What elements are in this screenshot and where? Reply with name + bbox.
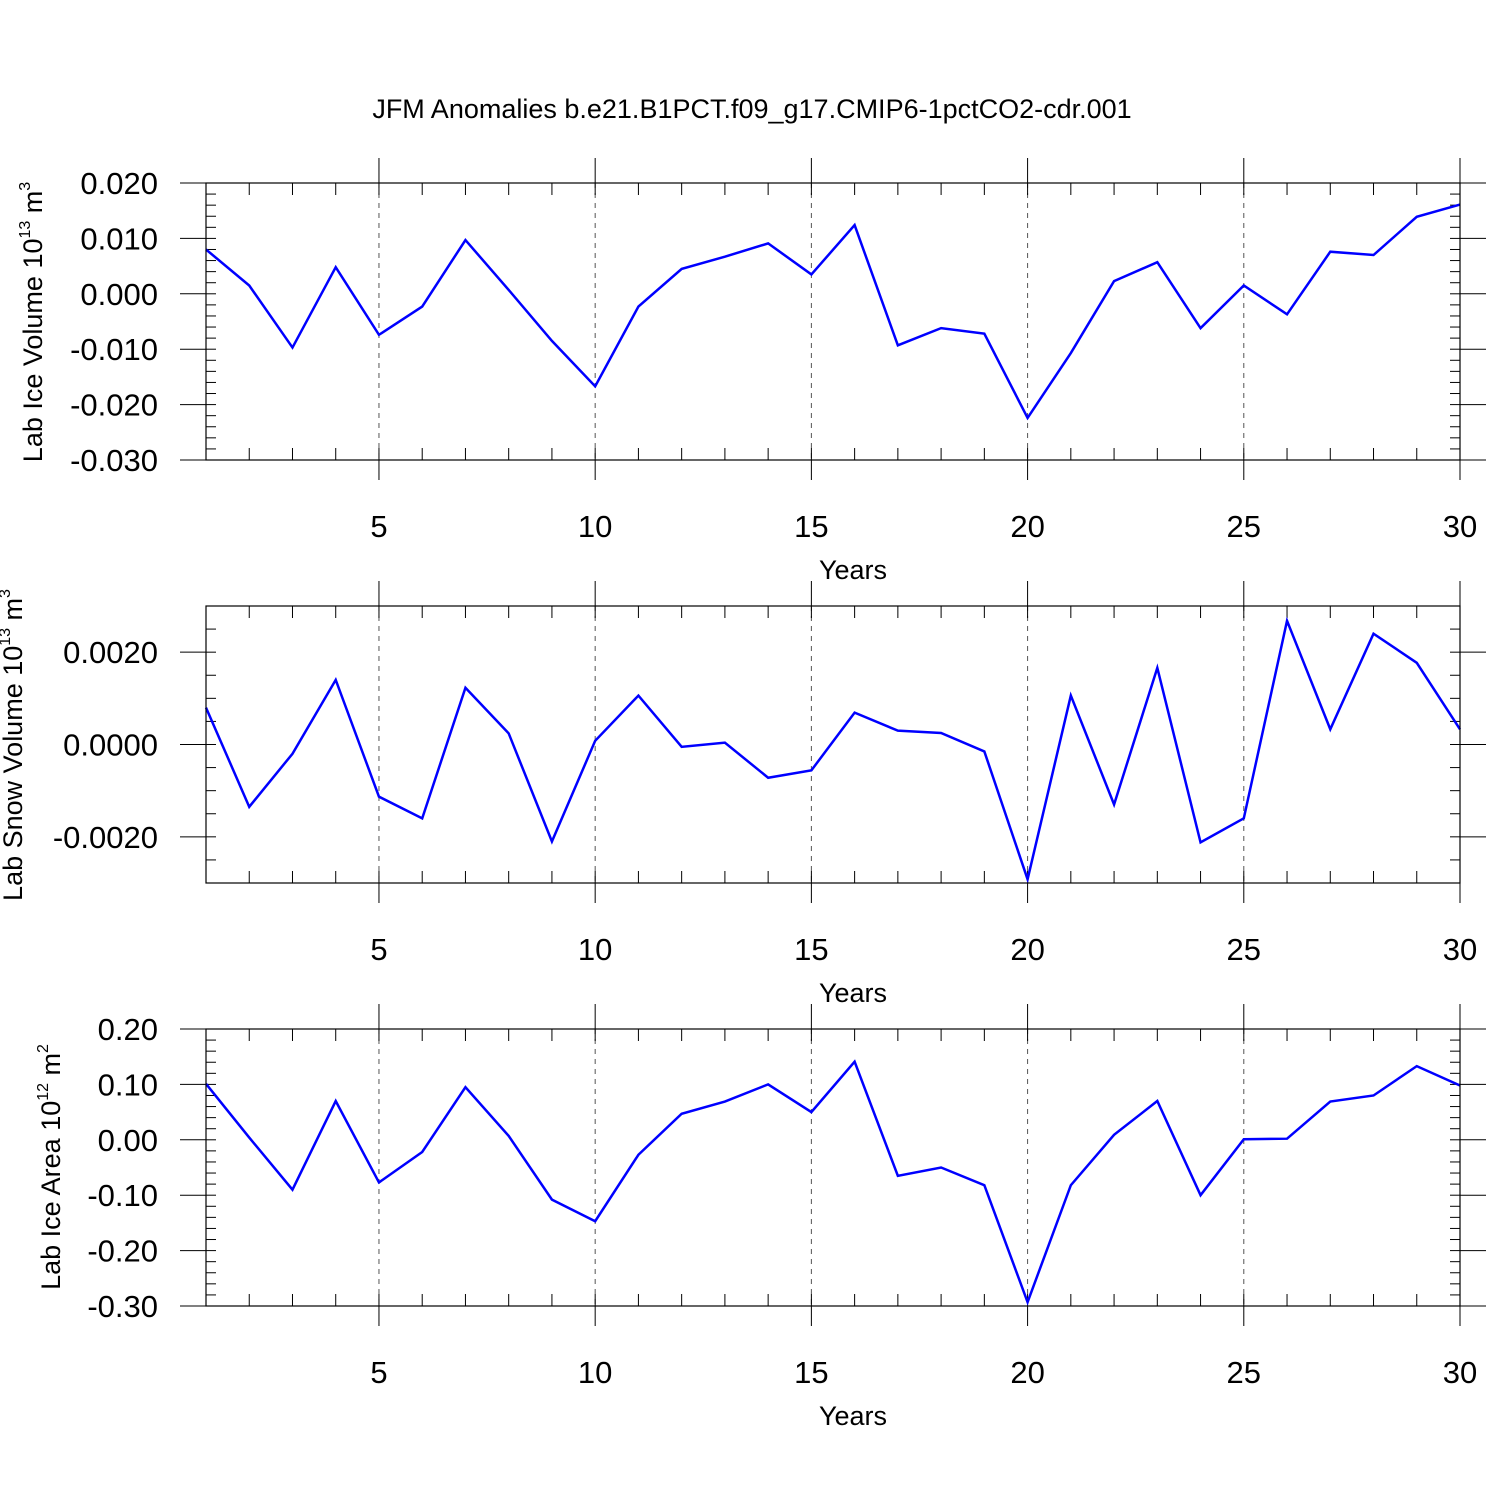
x-tick-label: 20 <box>1010 1355 1044 1390</box>
plot-frame <box>205 1028 1461 1307</box>
y-axis-title: Lab Ice Area 1012 m2 <box>35 1044 66 1290</box>
x-tick-label: 25 <box>1227 1355 1261 1390</box>
x-tick-label: 20 <box>1010 932 1044 967</box>
chart-panel-2: -0.0020 0.0000 0.0020 5 10 15 20 25 30 Years Lab S… <box>0 581 1486 1008</box>
y-axis-title-unit-exponent: 3 <box>0 589 14 598</box>
y-axis-title-unit: m <box>18 191 48 221</box>
y-tick-label: -0.20 <box>87 1234 158 1269</box>
chart-panel-3: -0.30 -0.20 -0.10 0.00 0.10 0.20 5 10 15 20 25 30 Ye… <box>35 1004 1486 1431</box>
y-tick-label: -0.010 <box>70 332 158 367</box>
x-axis-title: Years <box>819 978 887 1008</box>
y-axis-title-exponent: 13 <box>0 628 14 646</box>
y-axis-title-unit: m <box>0 598 28 628</box>
y-tick-label: -0.30 <box>87 1289 158 1324</box>
y-axis-title-main: Lab Snow Volume 10 <box>0 646 28 901</box>
x-tick-label: 5 <box>370 1355 387 1390</box>
series-line <box>205 1059 1461 1306</box>
y-tick-label: 0.0000 <box>63 728 158 763</box>
y-axis-title-main: Lab Ice Volume 10 <box>18 239 48 463</box>
x-tick-label: 25 <box>1227 509 1261 544</box>
x-tick-label: 15 <box>794 932 828 967</box>
y-tick-label: -0.020 <box>70 388 158 423</box>
y-axis-title: Lab Snow Volume 1013 m3 <box>0 589 28 901</box>
y-tick-label: 0.000 <box>80 277 158 312</box>
x-axis-title: Years <box>819 555 887 585</box>
chart-panel-1: -0.030 -0.020 -0.010 0.000 0.010 0.020 5 10 15 20… <box>17 158 1486 585</box>
figure-title: JFM Anomalies b.e21.B1PCT.f09_g17.CMIP6-… <box>372 94 1131 124</box>
x-tick-label: 15 <box>794 1355 828 1390</box>
plot-frame <box>205 605 1461 884</box>
x-axis-title: Years <box>819 1401 887 1431</box>
y-tick-label: 0.0020 <box>63 635 158 670</box>
y-tick-label: -0.10 <box>87 1178 158 1213</box>
y-axis-title-unit-exponent: 2 <box>35 1044 52 1053</box>
y-tick-label: 0.010 <box>80 221 158 256</box>
y-axis-title-main: Lab Ice Area 10 <box>36 1101 66 1290</box>
x-tick-label: 10 <box>578 932 612 967</box>
series-line <box>205 203 1461 421</box>
series-line <box>204 616 1462 884</box>
x-tick-label: 5 <box>370 509 387 544</box>
y-axis-title-unit-exponent: 3 <box>17 182 34 191</box>
y-axis-title-exponent: 12 <box>35 1083 52 1101</box>
y-axis-title-unit: m <box>36 1053 66 1083</box>
plot-frame <box>205 182 1461 461</box>
y-axis-title-exponent: 13 <box>17 221 34 239</box>
x-tick-label: 20 <box>1010 509 1044 544</box>
x-tick-label: 10 <box>578 509 612 544</box>
x-tick-label: 5 <box>370 932 387 967</box>
x-tick-label: 30 <box>1443 509 1477 544</box>
y-tick-label: 0.20 <box>98 1012 158 1047</box>
x-tick-label: 15 <box>794 509 828 544</box>
y-tick-label: -0.030 <box>70 443 158 478</box>
x-tick-label: 10 <box>578 1355 612 1390</box>
y-tick-label: -0.0020 <box>53 820 158 855</box>
y-axis-title: Lab Ice Volume 1013 m3 <box>17 182 48 462</box>
x-tick-label: 25 <box>1227 932 1261 967</box>
y-tick-label: 0.020 <box>80 166 158 201</box>
x-tick-label: 30 <box>1443 1355 1477 1390</box>
y-tick-label: 0.00 <box>98 1123 158 1158</box>
y-tick-label: 0.10 <box>98 1067 158 1102</box>
x-tick-label: 30 <box>1443 932 1477 967</box>
